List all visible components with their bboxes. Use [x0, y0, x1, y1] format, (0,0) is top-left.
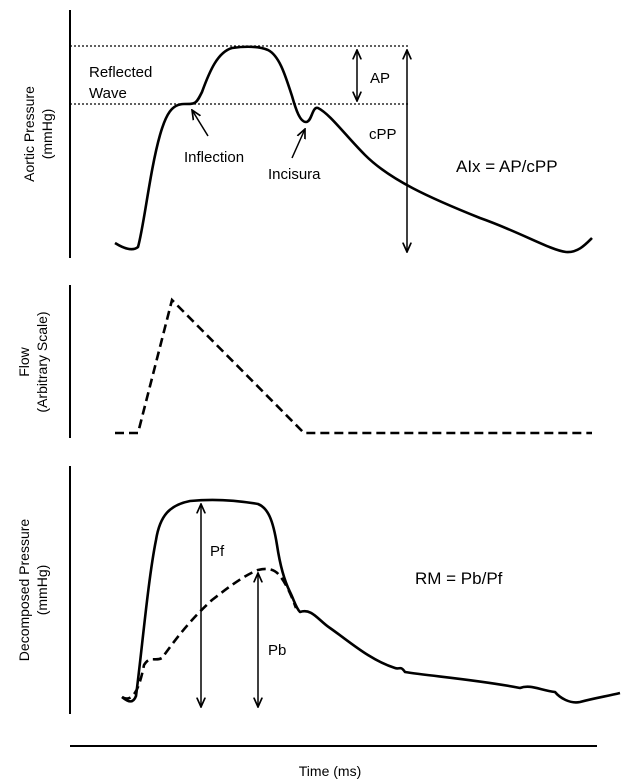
aortic-ylabel-line1: Aortic Pressure	[21, 86, 37, 182]
time-axis-label: Time (ms)	[299, 763, 361, 779]
reflected-wave-label-line2: Wave	[89, 85, 127, 102]
aortic-pressure-curve	[114, 45, 593, 254]
flow-curve	[115, 297, 592, 435]
pf-label: Pf	[210, 543, 225, 560]
aortic-pressure-panel: Aortic Pressure (mmHg) Reflected Wave AP…	[21, 10, 593, 258]
ap-label: AP	[370, 70, 390, 87]
inflection-pointer	[192, 110, 209, 137]
decomposed-ylabel-line2: (mmHg)	[34, 565, 50, 616]
cpp-label: cPP	[369, 126, 397, 143]
reflected-wave-label-line1: Reflected	[89, 64, 152, 81]
backward-pressure-wave	[121, 567, 298, 700]
decomposed-ylabel-line1: Decomposed Pressure	[16, 519, 32, 662]
flow-ylabel-line2: (Arbitrary Scale)	[34, 311, 50, 412]
forward-pressure-wave	[121, 498, 621, 704]
rm-formula: RM = Pb/Pf	[415, 569, 503, 588]
incisura-pointer	[291, 129, 305, 159]
flow-panel: Flow (Arbitrary Scale)	[16, 285, 592, 438]
flow-ylabel-line1: Flow	[16, 346, 32, 376]
incisura-label: Incisura	[268, 166, 321, 183]
decomposed-pressure-panel: Decomposed Pressure (mmHg) Pf Pb RM = Pb…	[16, 466, 621, 714]
aortic-ylabel-line2: (mmHg)	[39, 109, 55, 160]
inflection-label: Inflection	[184, 149, 244, 166]
pb-label: Pb	[268, 642, 286, 659]
aix-formula: AIx = AP/cPP	[456, 157, 558, 176]
